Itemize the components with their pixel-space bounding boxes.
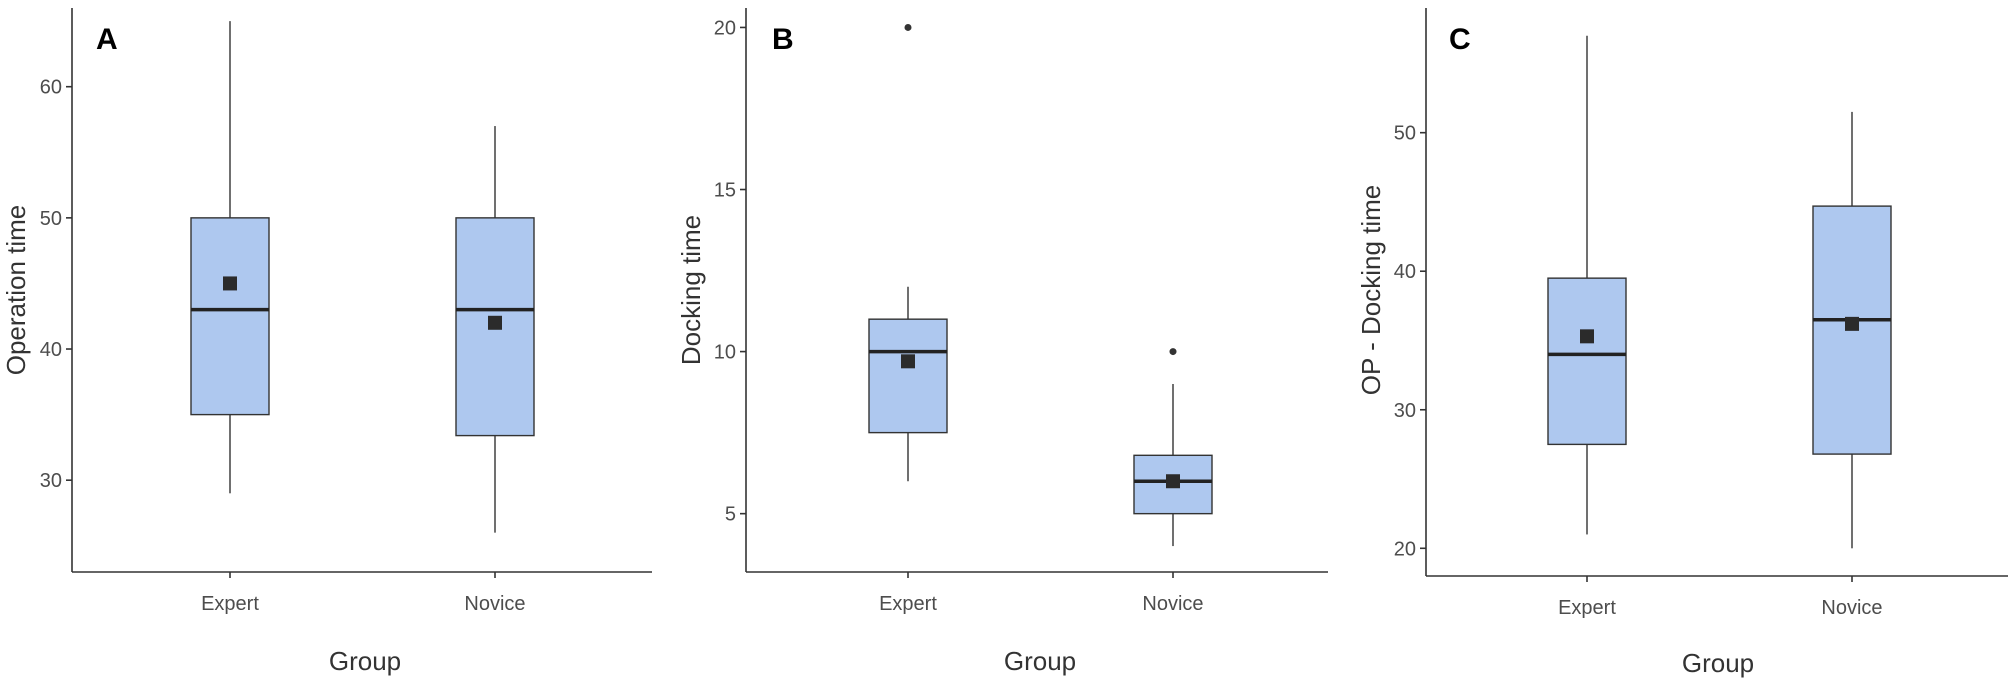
x-axis-title-b: Group	[1004, 646, 1076, 676]
mean-marker	[488, 315, 502, 330]
outlier-point	[904, 23, 912, 31]
y-tick-label: 5	[725, 504, 736, 526]
y-tick-label: 20	[714, 17, 736, 39]
panel-letter-c: C	[1449, 23, 1471, 56]
iqr-box	[868, 318, 948, 434]
outlier-point	[1169, 348, 1177, 356]
x-tick-label: Novice	[464, 593, 525, 615]
boxes-c	[1547, 35, 1892, 549]
boxes-b	[868, 23, 1213, 547]
x-ticks-b: Expert Novice	[879, 572, 1204, 615]
y-tick-label: 50	[40, 208, 62, 230]
y-tick-label: 10	[714, 342, 736, 364]
mean-marker	[1166, 474, 1180, 489]
y-axis-title-b: Docking time	[676, 215, 706, 365]
panel-letter-b: B	[772, 23, 794, 56]
panel-c: C OP - Docking time Group 20 30 40 50 Exper…	[1356, 8, 2008, 678]
x-tick-label: Novice	[1142, 593, 1203, 615]
mean-marker	[1580, 329, 1594, 344]
box-expert	[190, 21, 270, 494]
box-expert	[868, 23, 948, 482]
y-tick-label: 30	[1394, 400, 1416, 422]
y-tick-label: 50	[1394, 123, 1416, 145]
y-tick-label: 20	[1394, 538, 1416, 560]
y-ticks-c: 20 30 40 50	[1394, 123, 1426, 560]
y-ticks-b: 5 10 15 20	[714, 17, 746, 526]
box-expert	[1547, 35, 1627, 535]
mean-marker	[901, 354, 915, 369]
x-tick-label: Novice	[1821, 597, 1882, 619]
x-tick-label: Expert	[201, 593, 259, 615]
iqr-box	[1547, 277, 1627, 446]
iqr-box	[190, 217, 270, 416]
y-tick-label: 40	[40, 339, 62, 361]
y-tick-label: 30	[40, 470, 62, 492]
panel-letter-a: A	[96, 23, 118, 56]
box-novice	[1133, 348, 1213, 547]
panel-a: A Operation time Group 30 40 50 60 Expert No…	[1, 8, 652, 676]
y-tick-label: 15	[714, 180, 736, 202]
box-novice	[1812, 111, 1892, 549]
x-axis-title-a: Group	[329, 646, 401, 676]
x-ticks-c: Expert Novice	[1558, 576, 1883, 619]
box-novice	[455, 126, 535, 533]
y-tick-label: 40	[1394, 261, 1416, 283]
x-tick-label: Expert	[879, 593, 937, 615]
y-tick-label: 60	[40, 77, 62, 99]
mean-marker	[223, 276, 237, 291]
panel-b: B Docking time Group 5 10 15 20 Expert Novic…	[676, 8, 1328, 676]
x-axis-title-c: Group	[1682, 648, 1754, 678]
y-ticks-a: 30 40 50 60	[40, 77, 72, 492]
y-axis-title-c: OP - Docking time	[1356, 185, 1386, 395]
mean-marker	[1845, 316, 1859, 331]
x-ticks-a: Expert Novice	[201, 572, 526, 615]
y-axis-title-a: Operation time	[1, 205, 31, 376]
x-tick-label: Expert	[1558, 597, 1616, 619]
boxes-a	[190, 21, 535, 533]
